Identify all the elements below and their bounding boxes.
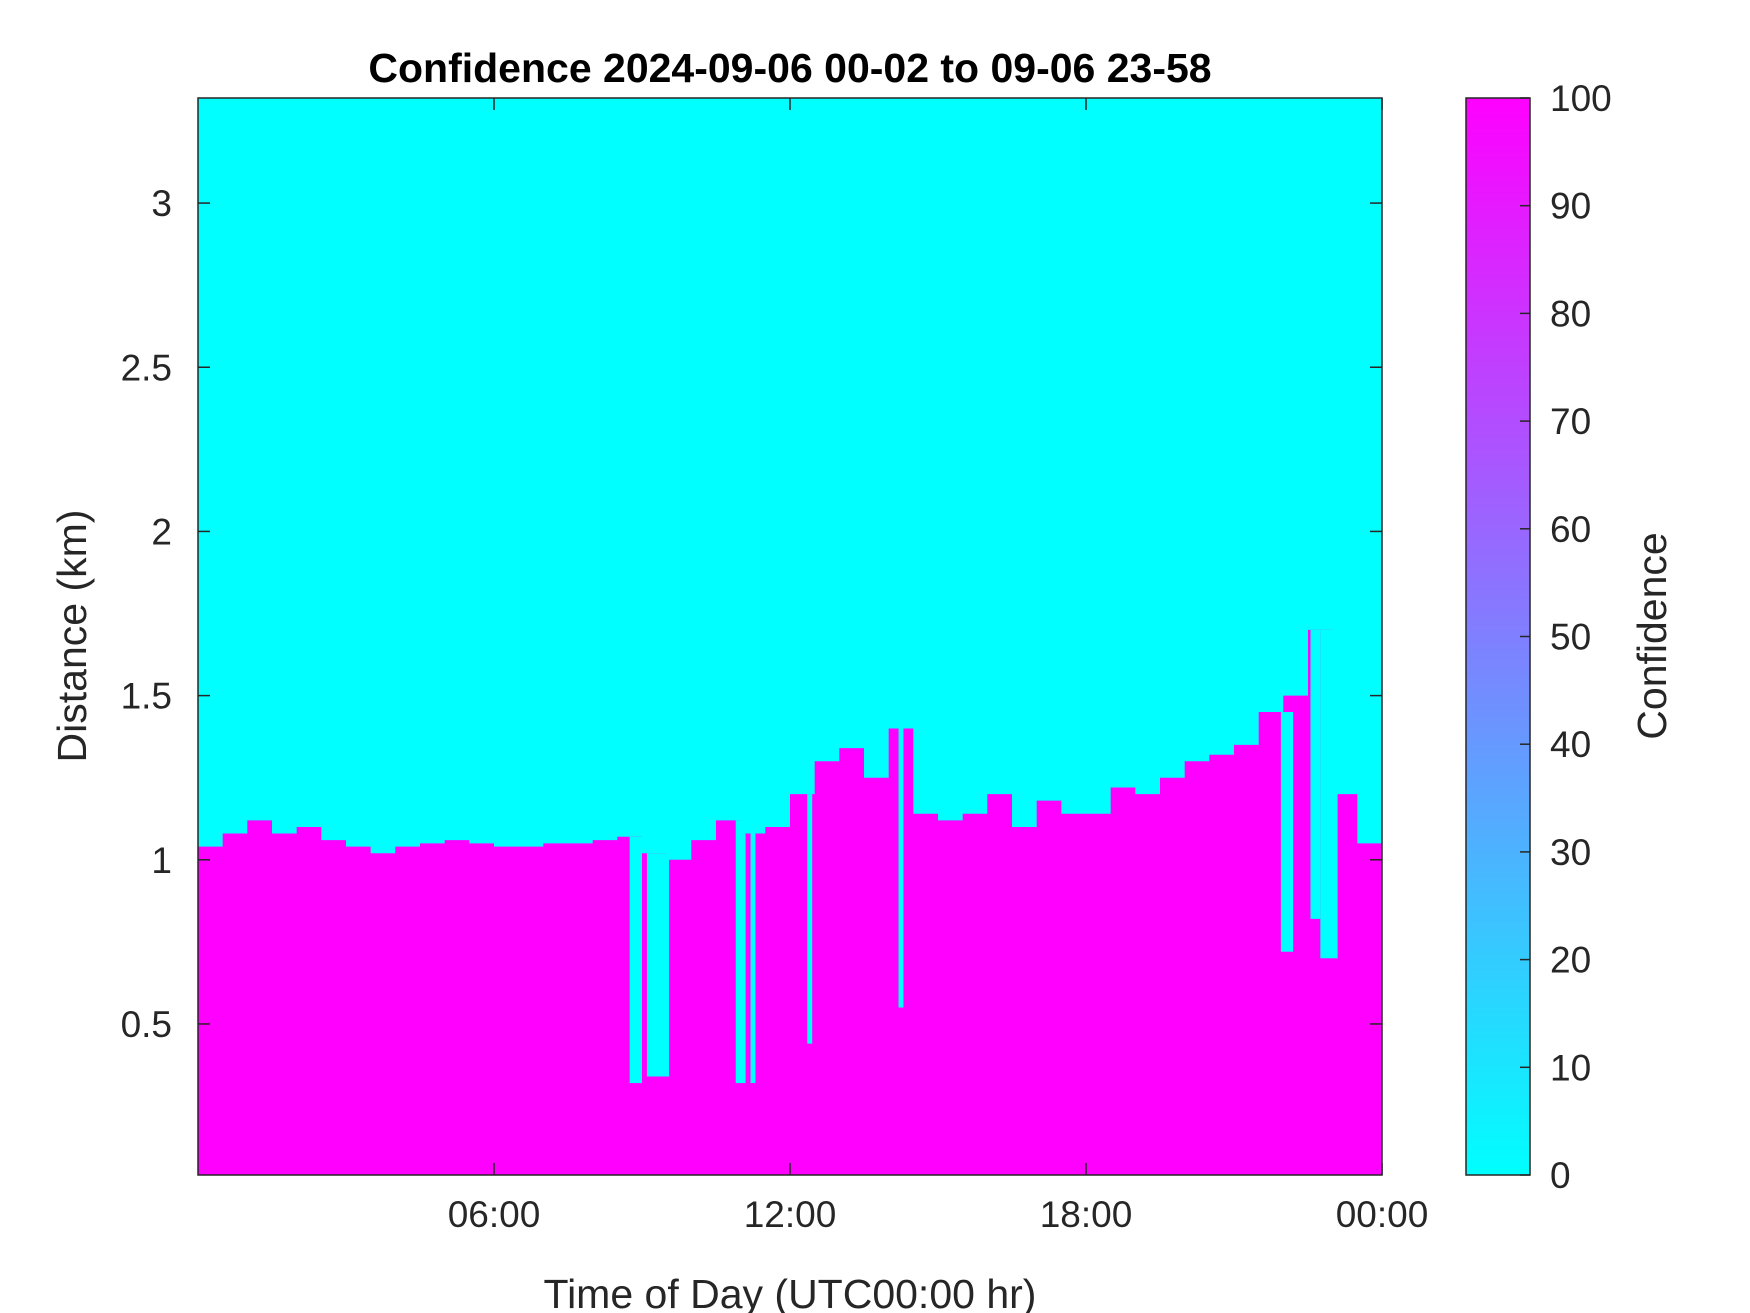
clear-gap-cells	[1320, 629, 1338, 959]
colorbar-tick-label: 50	[1550, 617, 1591, 658]
heatmap-plot-area	[198, 98, 1382, 1175]
heatmap-cells	[198, 623, 1382, 1175]
colorbar-tick-label: 80	[1550, 293, 1591, 334]
x-tick-label: 00:00	[1336, 1194, 1429, 1235]
y-tick-label: 1	[151, 840, 172, 881]
colorbar-tick-label: 70	[1550, 401, 1591, 442]
colorbar-tick-label: 40	[1550, 724, 1591, 765]
y-tick-label: 1.5	[121, 676, 172, 717]
colorbar-label: Confidence	[1629, 532, 1675, 739]
colorbar-tick-label: 60	[1550, 509, 1591, 550]
y-tick-label: 2.5	[121, 347, 172, 388]
clear-gap-cells	[735, 820, 746, 1084]
colorbar-tick-label: 0	[1550, 1155, 1571, 1196]
clear-gap-cells	[898, 728, 904, 1008]
colorbar-tick-label: 100	[1550, 78, 1612, 119]
clear-gap-cells	[1310, 629, 1321, 919]
colorbar-tick-label: 20	[1550, 940, 1591, 981]
clear-gap-cells	[1280, 712, 1294, 952]
colorbar-tick-label: 10	[1550, 1047, 1591, 1088]
colorbar-tick-label: 30	[1550, 832, 1591, 873]
x-tick-label: 06:00	[448, 1194, 541, 1235]
colorbar-gradient	[1465, 97, 1531, 1176]
x-tick-label: 12:00	[744, 1194, 837, 1235]
y-tick-label: 3	[151, 183, 172, 224]
clear-gap-cells	[750, 833, 756, 1084]
y-tick-label: 2	[151, 511, 172, 552]
clear-gap-cells	[646, 853, 670, 1077]
y-axis-label: Distance (km)	[49, 510, 95, 763]
colorbar: 0 10 20 30 40 50 60 70 80 90 100 Confidence	[1465, 78, 1675, 1196]
x-tick-label: 18:00	[1040, 1194, 1133, 1235]
clear-gap-cells	[629, 836, 642, 1084]
colorbar-ticks: 0 10 20 30 40 50 60 70 80 90 100	[1520, 78, 1612, 1196]
chart-title: Confidence 2024-09-06 00-02 to 09-06 23-…	[368, 45, 1211, 91]
colorbar-tick-label: 90	[1550, 186, 1591, 227]
cloud-layer-cells	[198, 623, 1382, 1175]
y-axis: 0.5 1 1.5 2 2.5 3	[121, 183, 1382, 1045]
clear-gap-cells	[807, 794, 813, 1044]
y-tick-label: 0.5	[121, 1004, 172, 1045]
x-axis: 06:00 12:00 18:00 00:00	[448, 98, 1429, 1235]
x-axis-label: Time of Day (UTC00:00 hr)	[544, 1271, 1037, 1313]
